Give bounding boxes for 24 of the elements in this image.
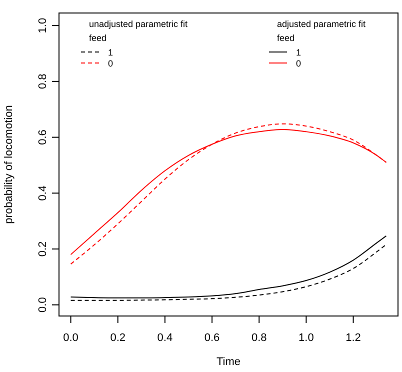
annotation: adjusted parametric fit — [277, 19, 366, 29]
y-axis-title: probability of locomotion — [3, 105, 15, 224]
annotation: unadjusted parametric fit — [89, 19, 188, 29]
x-tick-label: 0.6 — [204, 332, 220, 344]
line-series — [70, 235, 387, 298]
x-tick-label: 0.0 — [63, 332, 78, 344]
legend-label: 1 — [296, 48, 302, 58]
annotation: feed — [89, 33, 107, 43]
y-tick-label: 0.4 — [36, 185, 49, 201]
y-tick-label: 0.0 — [36, 297, 49, 312]
legend-label: 1 — [108, 48, 114, 58]
x-axis-title: Time — [216, 356, 241, 368]
x-tick-label: 0.8 — [251, 332, 267, 344]
legend-label: 0 — [296, 58, 302, 68]
x-tick-label: 0.2 — [110, 332, 126, 344]
x-tick-label: 0.4 — [157, 332, 173, 344]
x-tick-label: 1.0 — [298, 332, 314, 344]
x-tick-label: 1.2 — [346, 332, 361, 344]
annotation: feed — [277, 33, 295, 43]
y-tick-label: 0.6 — [36, 130, 49, 145]
y-tick-label: 0.8 — [36, 74, 49, 90]
y-tick-label: 1.0 — [36, 18, 49, 34]
legend-label: 0 — [108, 58, 114, 68]
y-tick-label: 0.2 — [36, 241, 49, 257]
